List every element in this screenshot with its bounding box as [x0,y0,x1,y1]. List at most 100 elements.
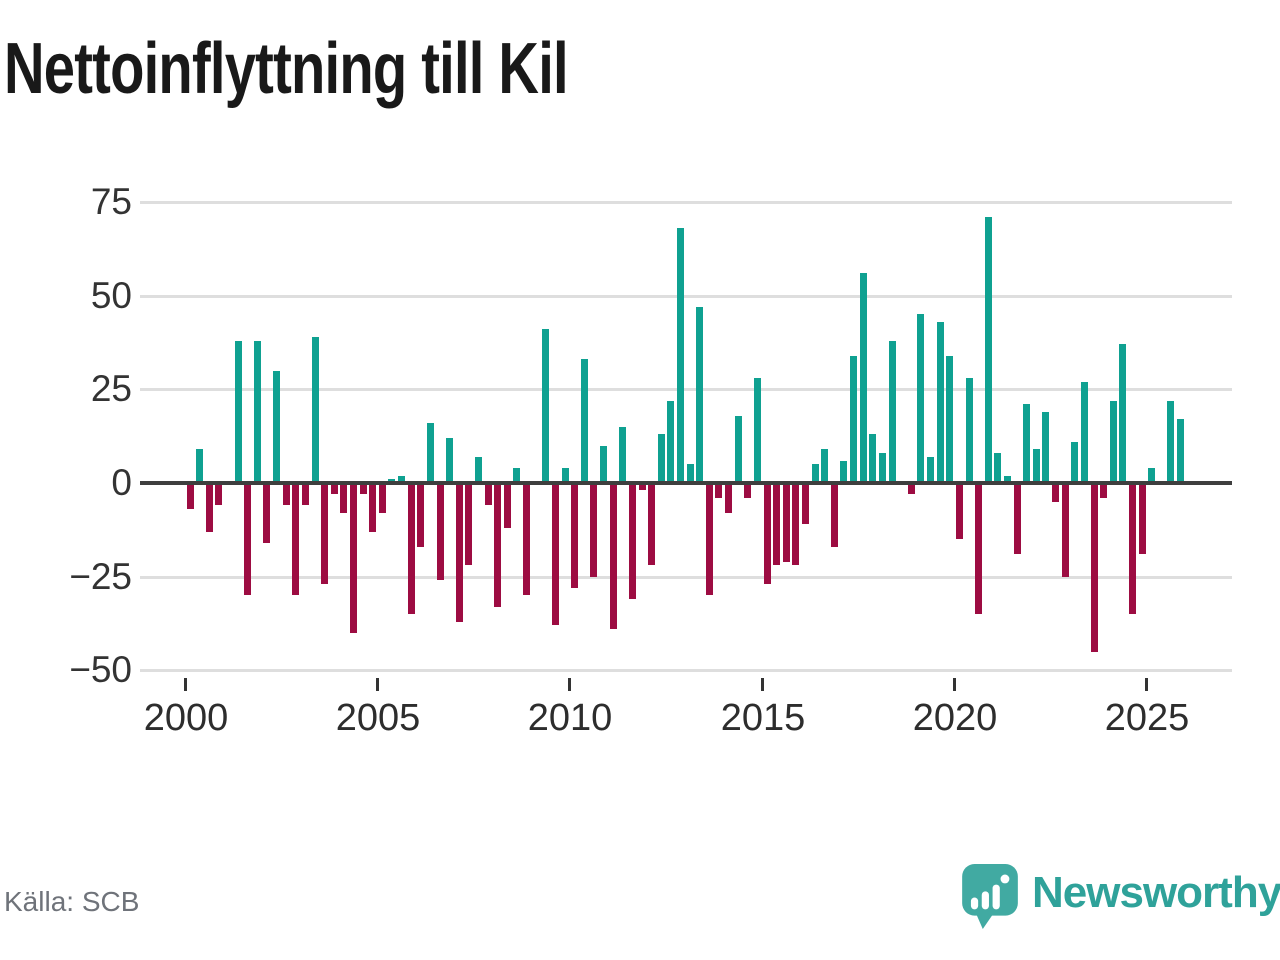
bar [1100,485,1107,498]
bar [744,485,751,498]
bar [456,485,463,622]
bar [850,356,857,481]
bar [917,314,924,481]
bar [388,479,395,481]
bar [571,485,578,588]
bar [542,329,549,481]
bar [658,434,665,481]
bar [831,485,838,547]
bar [821,449,828,481]
bar [773,485,780,565]
bar [1177,419,1184,481]
y-tick-label: −25 [69,556,132,597]
bar [321,485,328,584]
bar [446,438,453,481]
bar [350,485,357,633]
x-tick-mark [953,678,956,691]
bar [706,485,713,595]
bar [331,485,338,494]
bar [937,322,944,481]
bar [215,485,222,505]
bar [196,449,203,481]
bar [860,273,867,481]
bar [398,476,405,481]
bar [648,485,655,565]
x-tick-label: 2000 [143,697,229,739]
bar [639,485,646,490]
gridline [140,201,1232,204]
bar [292,485,299,595]
bar [754,378,761,481]
y-tick-label: −50 [69,649,132,690]
bar [889,341,896,481]
newsworthy-logo-icon [962,864,1018,929]
bar [302,485,309,505]
bar [1014,485,1021,554]
bar [600,446,607,481]
bar [244,485,251,595]
bar [312,337,319,481]
bar [590,485,597,577]
bar [523,485,530,595]
bar [1081,382,1088,481]
bar [619,427,626,481]
bar [1119,344,1126,481]
bar [475,457,482,481]
bar [513,468,520,481]
bar [1148,468,1155,481]
bar [687,464,694,481]
bar [985,217,992,481]
bar [869,434,876,481]
x-tick-mark [568,678,571,691]
bar [1129,485,1136,614]
bar [696,307,703,481]
bar [879,453,886,481]
bar [235,341,242,481]
gridline [140,295,1232,298]
x-tick-label: 2010 [527,697,613,739]
x-tick-label: 2005 [335,697,421,739]
bar [908,485,915,494]
bar [369,485,376,532]
bar [735,416,742,481]
gridline [140,388,1232,391]
bar [610,485,617,629]
x-tick-label: 2025 [1104,697,1190,739]
gridline [140,576,1232,579]
bar [667,401,674,481]
bar [715,485,722,498]
bar [956,485,963,539]
bar [206,485,213,532]
bar [340,485,347,513]
bar [927,457,934,481]
bar [1071,442,1078,481]
bar [187,485,194,509]
bar [408,485,415,614]
bar [360,485,367,494]
bar [792,485,799,565]
y-tick-label: 0 [111,462,132,503]
bar [273,371,280,481]
bar [1004,476,1011,481]
chart-title: Nettoinflyttning till Kil [4,29,569,109]
bar [437,485,444,580]
x-tick-mark [1145,678,1148,691]
newsworthy-logo: Newsworthy [962,862,1280,930]
bar [465,485,472,565]
bar [1052,485,1059,502]
bar [1042,412,1049,481]
bar [1139,485,1146,554]
bar [966,378,973,481]
bar [263,485,270,543]
y-tick-label: 50 [90,275,132,316]
gridline [140,669,1232,672]
y-tick-label: 25 [90,368,132,409]
bar [581,359,588,481]
bar [379,485,386,513]
bar [427,423,434,481]
bar [812,464,819,481]
bar [629,485,636,599]
bar [254,341,261,481]
